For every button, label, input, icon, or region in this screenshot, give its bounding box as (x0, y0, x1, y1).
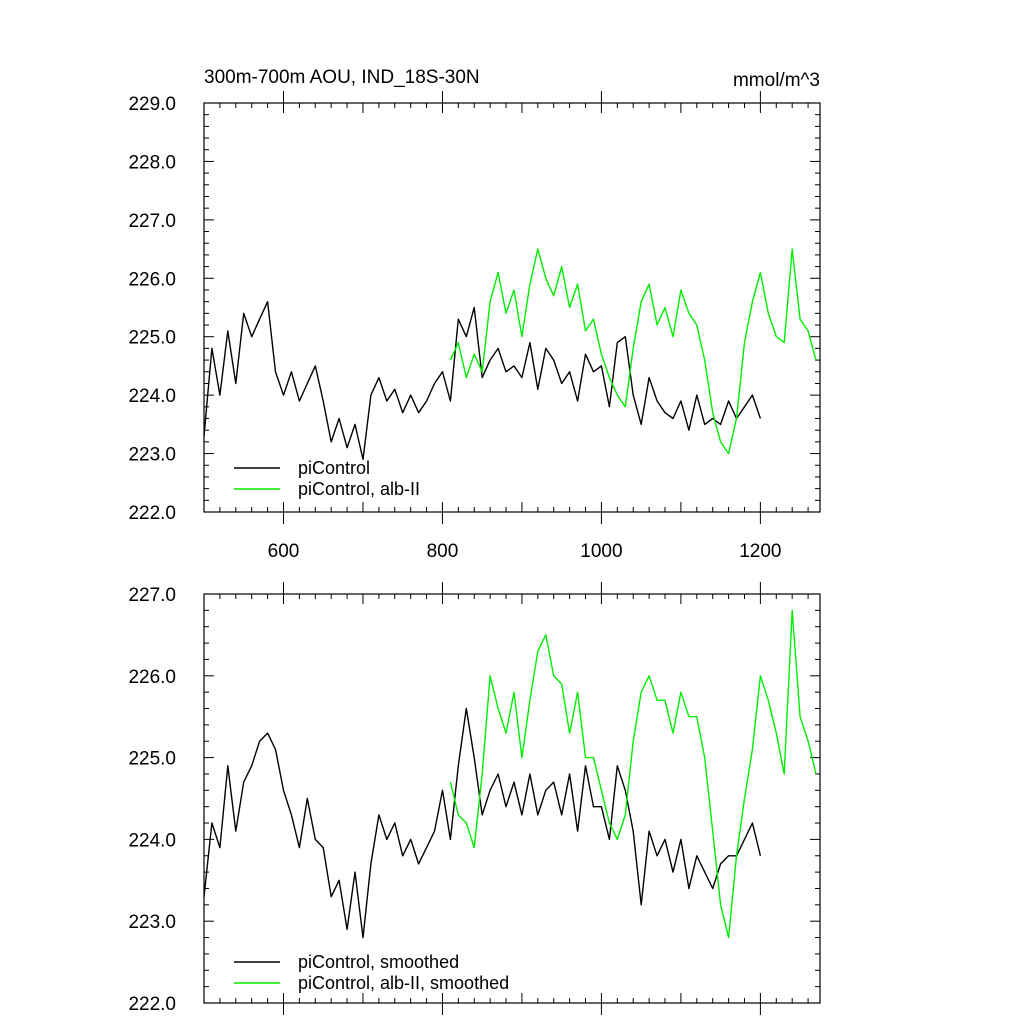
plot-frame (203, 102, 821, 513)
series-line-0 (203, 707, 762, 939)
series-line-0 (203, 301, 762, 461)
y-tick-label: 226.0 (128, 269, 176, 290)
bottom-panel: 222.0 223.0 224.0 225.0 226.0 227.0 piControl,… (128, 582, 821, 1015)
y-tick-label: 225.0 (128, 328, 176, 349)
y-tick-label: 222.0 (128, 994, 176, 1015)
legend-label: piControl, smoothed (298, 952, 459, 972)
legend-label: piControl (298, 458, 370, 478)
y-tick-label: 224.0 (128, 830, 176, 851)
units-label: mmol/m^3 (733, 70, 820, 91)
series-line-1 (449, 248, 817, 455)
y-tick-label: 228.0 (128, 152, 176, 173)
chart-title: 300m-700m AOU, IND_18S-30N (204, 67, 480, 88)
legend-label: piControl, alb-II (298, 479, 420, 499)
y-tick-label: 229.0 (128, 94, 176, 115)
legend-label: piControl, alb-II, smoothed (298, 973, 509, 993)
plot-frame (203, 593, 821, 1004)
y-tick-label: 226.0 (128, 667, 176, 688)
y-tick-label: 222.0 (128, 503, 176, 524)
top-panel: 222.0 223.0 224.0 225.0 226.0 227.0 228.0 229.0… (128, 91, 821, 562)
y-tick-label: 227.0 (128, 211, 176, 232)
y-tick-label: 224.0 (128, 386, 176, 407)
x-tick-label: 800 (427, 541, 459, 562)
series-line-1 (449, 609, 817, 939)
y-tick-label: 227.0 (128, 585, 176, 606)
x-tick-label: 1200 (739, 541, 781, 562)
y-tick-label: 223.0 (128, 912, 176, 933)
x-tick-label: 600 (268, 541, 300, 562)
x-tick-label: 1000 (580, 541, 622, 562)
y-tick-label: 225.0 (128, 749, 176, 770)
y-tick-label: 223.0 (128, 445, 176, 466)
